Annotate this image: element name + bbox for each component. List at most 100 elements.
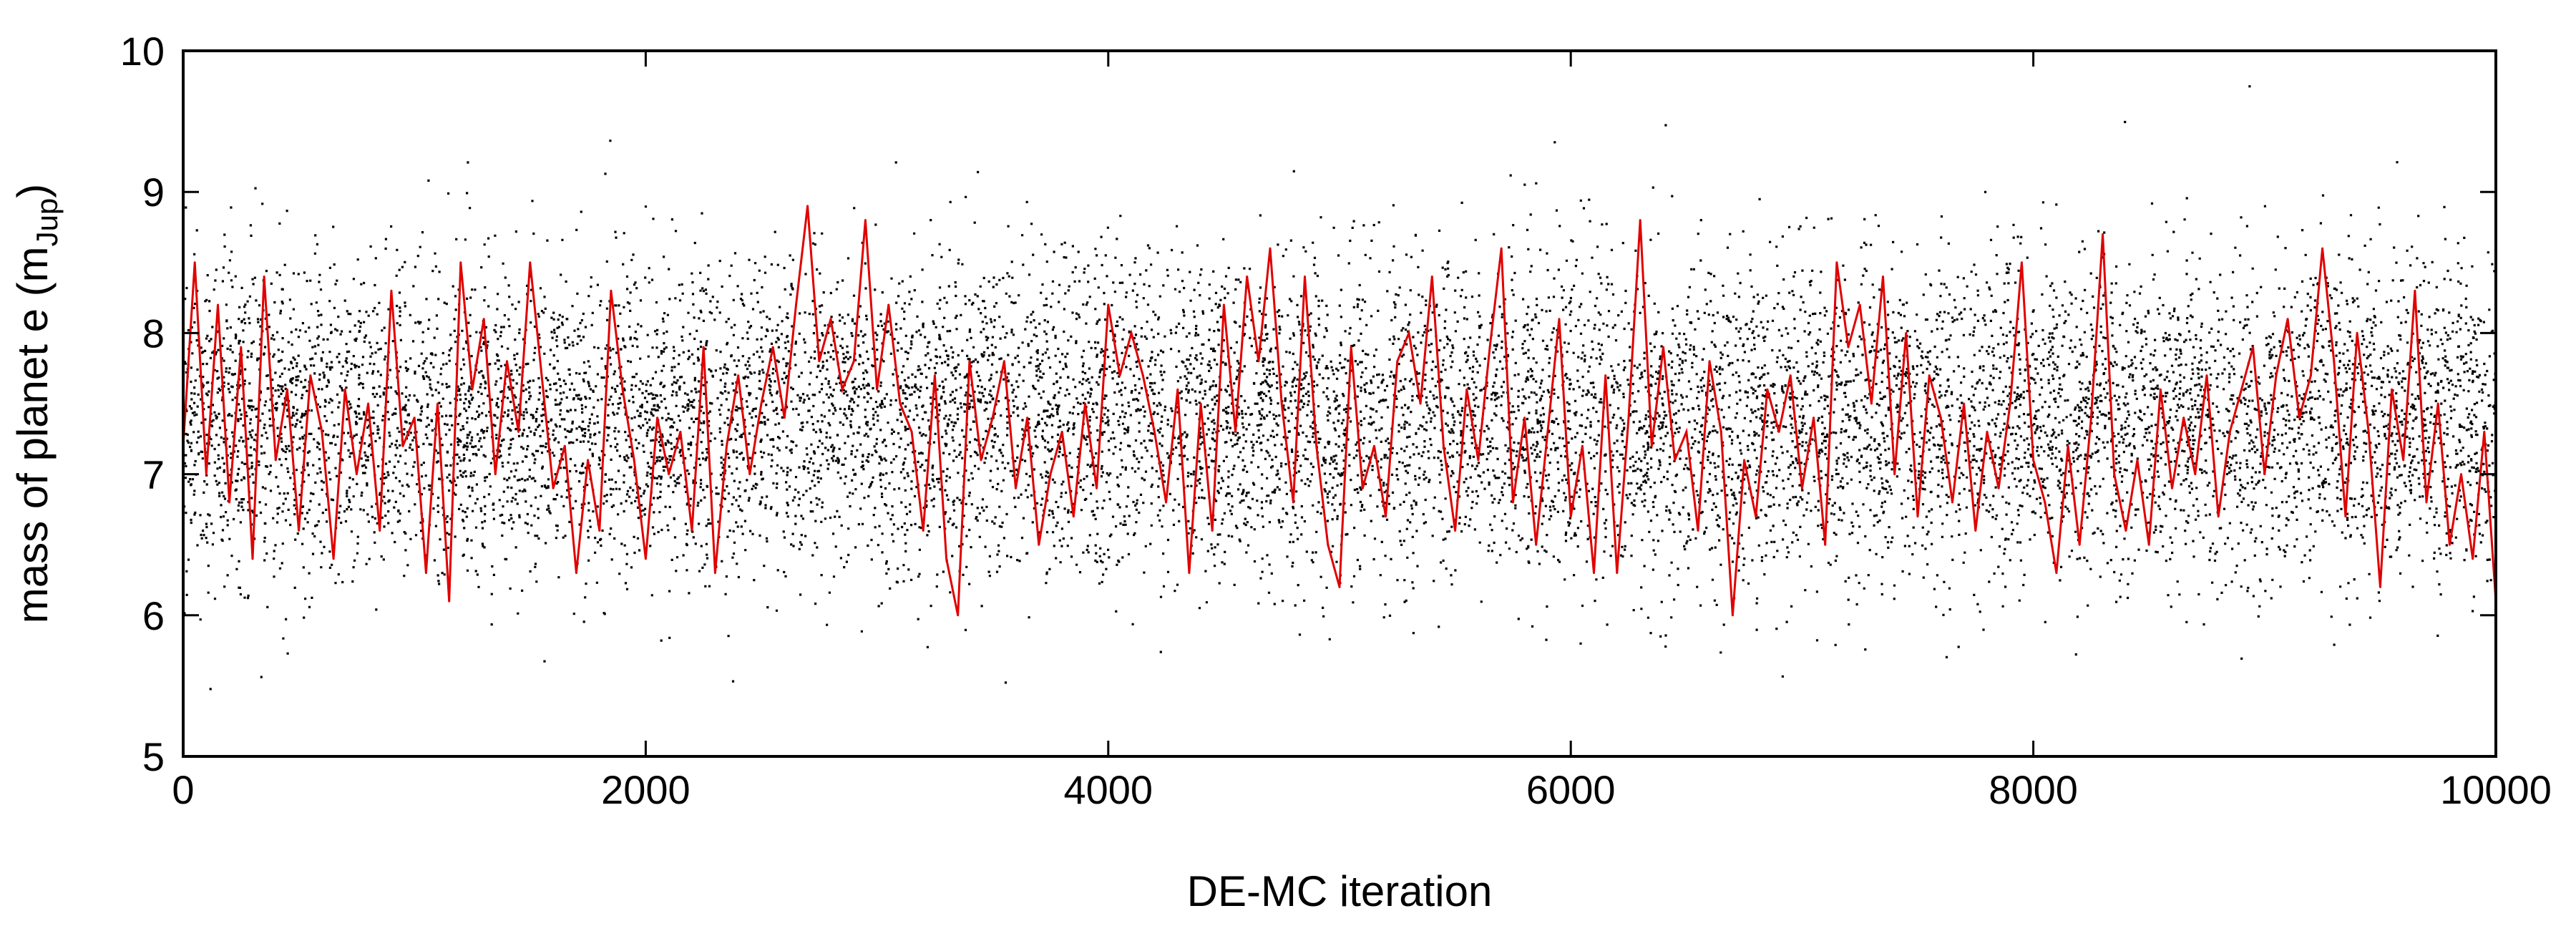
trace-point — [2147, 543, 2150, 546]
trace-point — [1824, 543, 1827, 546]
trace-point — [1755, 515, 1757, 518]
trace-point — [2055, 572, 2058, 575]
trace-point — [1246, 276, 1249, 278]
trace-point — [2044, 501, 2046, 504]
trace-point — [2460, 473, 2462, 476]
trace-point — [1535, 543, 1538, 546]
trace-point — [1188, 572, 1191, 575]
trace-point — [1581, 444, 1584, 447]
trace-point — [2089, 416, 2092, 419]
trace-point — [2483, 430, 2486, 433]
trace-point — [610, 289, 613, 292]
y-tick-label: 8 — [142, 311, 165, 356]
trace-point — [876, 388, 879, 391]
y-axis-title-prefix: mass of planet e (m — [9, 246, 57, 623]
trace-point — [1338, 585, 1341, 588]
y-axis-title: mass of planet e (mJup) — [9, 184, 64, 624]
trace-point — [401, 444, 404, 447]
x-tick-label: 2000 — [601, 767, 691, 812]
trace-point — [1465, 388, 1468, 391]
trace-point — [1928, 374, 1931, 377]
y-tick-label: 7 — [142, 452, 165, 497]
trace-point — [1385, 515, 1387, 518]
trace-point — [2414, 289, 2416, 292]
trace-point — [390, 289, 393, 292]
trace-point — [2263, 473, 2266, 476]
trace-point — [2252, 346, 2255, 349]
trace-point — [910, 430, 913, 433]
trace-point — [1523, 416, 1526, 419]
trace-point — [2321, 247, 2324, 250]
trace-point — [506, 360, 508, 363]
x-tick-label: 6000 — [1526, 767, 1616, 812]
trace-point — [2032, 459, 2035, 462]
trace-point — [1199, 402, 1202, 405]
trace-point — [1373, 444, 1375, 447]
trace-point — [1176, 388, 1179, 391]
trace-point — [2113, 473, 2116, 476]
trace-point — [1685, 430, 1688, 433]
trace-point — [2333, 360, 2336, 363]
x-tick-label: 0 — [172, 767, 194, 812]
trace-point — [1905, 331, 1908, 334]
y-axis-title-suffix: ) — [9, 184, 57, 198]
trace-point — [1997, 487, 2000, 489]
trace-point — [379, 530, 381, 532]
trace-point — [598, 530, 601, 532]
trace-point — [899, 402, 902, 405]
trace-point — [841, 388, 844, 391]
trace-point — [1511, 501, 1514, 504]
trace-point — [968, 360, 971, 363]
trace-point — [621, 388, 624, 391]
trace-point — [991, 416, 994, 419]
trace-point — [2436, 402, 2439, 405]
trace-point — [517, 430, 520, 433]
trace-point — [552, 487, 555, 489]
trace-point — [2067, 444, 2069, 447]
trace-point — [1569, 515, 1572, 518]
trace-point — [1442, 444, 1445, 447]
trace-point — [2124, 530, 2127, 532]
trace-point — [413, 416, 416, 419]
trace-point — [2367, 430, 2370, 433]
trace-point — [1870, 402, 1873, 405]
trace-point — [587, 459, 590, 462]
trace-point — [1118, 374, 1121, 377]
trace-point — [482, 318, 485, 321]
trace-point — [1743, 459, 1746, 462]
trace-point — [1488, 346, 1491, 349]
trace-point — [321, 430, 323, 433]
trace-point — [795, 303, 797, 306]
trace-point — [852, 360, 855, 363]
trace-point — [1350, 346, 1352, 349]
trace-point — [2379, 585, 2381, 588]
trace-point — [806, 205, 809, 208]
trace-point — [1257, 360, 1260, 363]
trace-point — [771, 346, 774, 349]
trace-point — [2309, 374, 2312, 377]
trace-point — [1280, 402, 1283, 405]
trace-point — [1719, 430, 1722, 433]
trace-point — [459, 261, 462, 264]
y-axis-title-subscript: Jup — [30, 198, 64, 247]
trace-point — [2425, 501, 2428, 504]
trace-point — [1963, 402, 1966, 405]
trace-point — [668, 473, 670, 476]
trace-point — [2217, 515, 2220, 518]
trace-point — [2298, 416, 2301, 419]
trace-point — [633, 459, 635, 462]
y-tick-label: 10 — [120, 29, 165, 74]
trace-point — [575, 572, 577, 575]
trace-point — [1500, 247, 1503, 250]
trace-point — [1130, 331, 1133, 334]
trace-point — [1604, 374, 1607, 377]
trace-point — [1269, 247, 1272, 250]
trace-point — [1096, 487, 1098, 489]
trace-point — [2205, 374, 2208, 377]
trace-point — [1141, 374, 1144, 377]
trace-point — [1361, 487, 1364, 489]
trace-point — [1211, 530, 1214, 532]
trace-point — [748, 473, 751, 476]
trace-point — [1060, 430, 1063, 433]
trace-point — [2136, 459, 2139, 462]
